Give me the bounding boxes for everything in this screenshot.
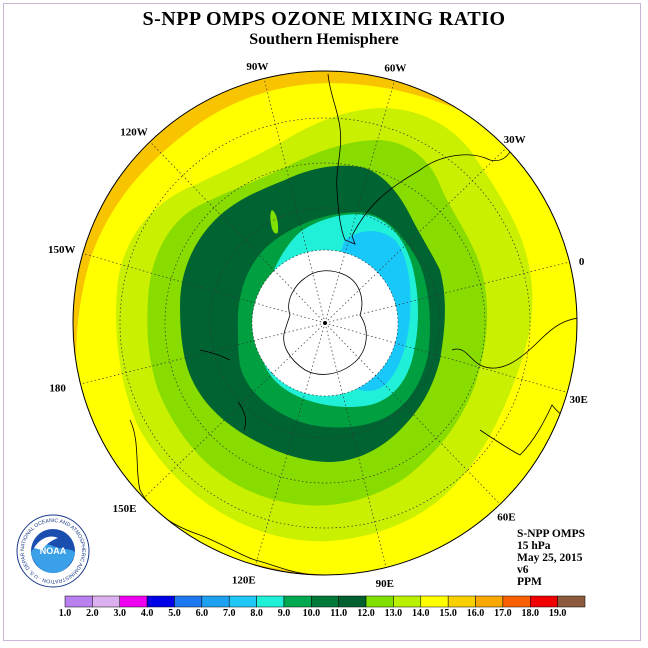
colorbar-swatch xyxy=(420,595,449,608)
australia-outline xyxy=(129,419,321,575)
noaa-logo-text: NOAA xyxy=(40,546,67,556)
map-title: S-NPP OMPS OZONE MIXING RATIO xyxy=(142,8,506,30)
colorbar-label: 2.0 xyxy=(86,608,99,619)
colorbar-label: 11.0 xyxy=(330,608,348,619)
info-units: PPM xyxy=(517,576,542,588)
longitude-label-0: 0 xyxy=(579,256,585,268)
contour-10 xyxy=(270,210,279,234)
colorbar-swatch xyxy=(174,595,203,608)
colorbar-label: 13.0 xyxy=(384,608,403,619)
colorbar-label: 3.0 xyxy=(113,608,126,619)
colorbar-label: 15.0 xyxy=(439,608,457,619)
colorbar-swatch xyxy=(119,595,148,608)
colorbar-swatch xyxy=(64,595,93,608)
map-boundary xyxy=(72,70,578,576)
longitude-label-150e: 150E xyxy=(113,503,137,515)
info-level: 15 hPa xyxy=(517,540,551,552)
colorbar-label: 16.0 xyxy=(466,608,485,619)
longitude-label-90w: 90W xyxy=(246,61,268,73)
colorbar-swatch xyxy=(338,595,367,608)
colorbar xyxy=(64,595,586,608)
colorbar-swatch xyxy=(365,595,394,608)
colorbar-label: 9.0 xyxy=(277,608,291,619)
longitude-label-150w: 150W xyxy=(48,244,76,256)
colorbar-label: 7.0 xyxy=(222,608,236,619)
colorbar-swatch xyxy=(530,595,558,608)
longitude-label-120e: 120E xyxy=(232,575,256,587)
colorbar-swatch xyxy=(475,595,504,608)
latitude-circle xyxy=(209,207,441,439)
longitude-labels: 90W 60W 30W 0 30E 60E 90E 120E 150E 180 150W 120W xyxy=(48,61,588,590)
colorbar-label: 8.0 xyxy=(250,608,263,619)
colorbar-label: 14.0 xyxy=(412,608,430,619)
colorbar-swatch xyxy=(393,595,422,608)
colorbar-swatch xyxy=(311,595,339,608)
colorbar-swatch xyxy=(92,595,120,608)
colorbar-swatch xyxy=(201,595,230,608)
ozone-field xyxy=(73,71,577,575)
longitude-label-90e: 90E xyxy=(376,578,394,590)
colorbar-swatch xyxy=(502,595,531,608)
colorbar-swatch xyxy=(283,595,312,608)
info-version: v6 xyxy=(517,564,529,576)
longitude-label-60e: 60E xyxy=(497,511,515,523)
colorbar-swatch xyxy=(447,595,476,608)
longitude-label-30e: 30E xyxy=(569,394,587,406)
colorbar-swatch xyxy=(228,595,257,608)
south-pole-marker xyxy=(323,321,327,325)
colorbar-label: 18.0 xyxy=(521,608,540,619)
colorbar-label: 6.0 xyxy=(195,608,209,619)
colorbar-label: 1.0 xyxy=(58,608,72,619)
colorbar-swatch xyxy=(256,595,285,608)
map-subtitle: Southern Hemisphere xyxy=(249,31,399,48)
info-instrument: S-NPP OMPS xyxy=(517,528,586,540)
longitude-label-60w: 60W xyxy=(384,63,406,75)
colorbar-label: 4.0 xyxy=(140,608,154,619)
longitude-label-180: 180 xyxy=(49,383,66,395)
noaa-logo: NATIONAL OCEANIC AND ATMOSPHERIC ADMINIS… xyxy=(16,514,90,588)
info-date: May 25, 2015 xyxy=(517,552,583,564)
africa-outline xyxy=(451,317,577,369)
colorbar-swatch xyxy=(557,595,586,608)
colorbar-label: 19.0 xyxy=(548,608,567,619)
colorbar-label: 12.0 xyxy=(357,608,375,619)
longitude-label-30w: 30W xyxy=(504,134,526,146)
colorbar-swatch xyxy=(146,595,175,608)
colorbar-label: 10.0 xyxy=(302,608,321,619)
longitude-label-120w: 120W xyxy=(120,127,148,139)
colorbar-label: 17.0 xyxy=(494,608,512,619)
map-frame xyxy=(3,3,641,641)
new-zealand-outline xyxy=(199,349,246,431)
antarctica-outline xyxy=(283,270,367,375)
colorbar-label: 5.0 xyxy=(168,608,181,619)
